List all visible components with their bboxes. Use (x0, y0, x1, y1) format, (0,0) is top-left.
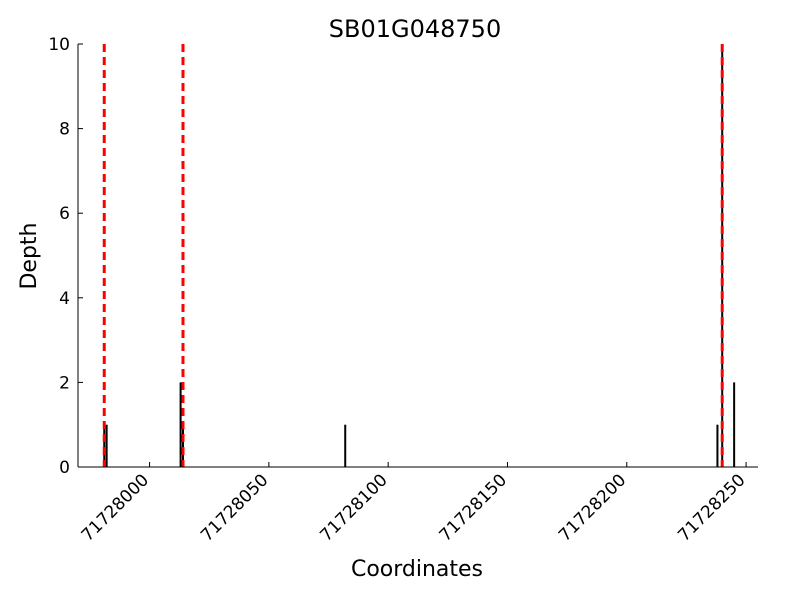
x-tick-label: 71728250 (674, 470, 749, 545)
depth-bar (344, 424, 347, 467)
x-tick-label: 71728200 (555, 470, 630, 545)
y-tick-label: 0 (59, 458, 70, 478)
y-tick-label: 2 (59, 373, 70, 393)
plot-area: 0 2 4 6 8 10 71728000 71728050 71728100 71728150… (48, 35, 758, 546)
bars-group (103, 44, 736, 467)
x-axis-label: Coordinates (351, 557, 483, 582)
y-tick-label: 4 (59, 289, 70, 309)
depth-bar (103, 424, 106, 467)
y-tick-label: 6 (59, 204, 70, 224)
x-tick-label: 71728050 (197, 470, 272, 545)
reference-lines-group (102, 44, 724, 467)
depth-bar (179, 382, 182, 467)
depth-bar (105, 424, 108, 467)
x-tick-label: 71728000 (78, 470, 153, 545)
depth-bar (716, 424, 719, 467)
x-tick-label: 71728100 (316, 470, 391, 545)
y-axis-label: Depth (17, 222, 42, 289)
chart-title: SB01G048750 (329, 15, 501, 43)
y-tick-label: 8 (59, 120, 70, 140)
y-tick-label: 10 (48, 35, 70, 55)
x-tick-label: 71728150 (436, 470, 511, 545)
depth-bar (181, 424, 184, 467)
x-ticks-group: 71728000 71728050 71728100 71728150 71728200… (78, 462, 750, 546)
y-ticks-group: 0 2 4 6 8 10 (48, 35, 83, 478)
depth-bar (733, 382, 736, 467)
